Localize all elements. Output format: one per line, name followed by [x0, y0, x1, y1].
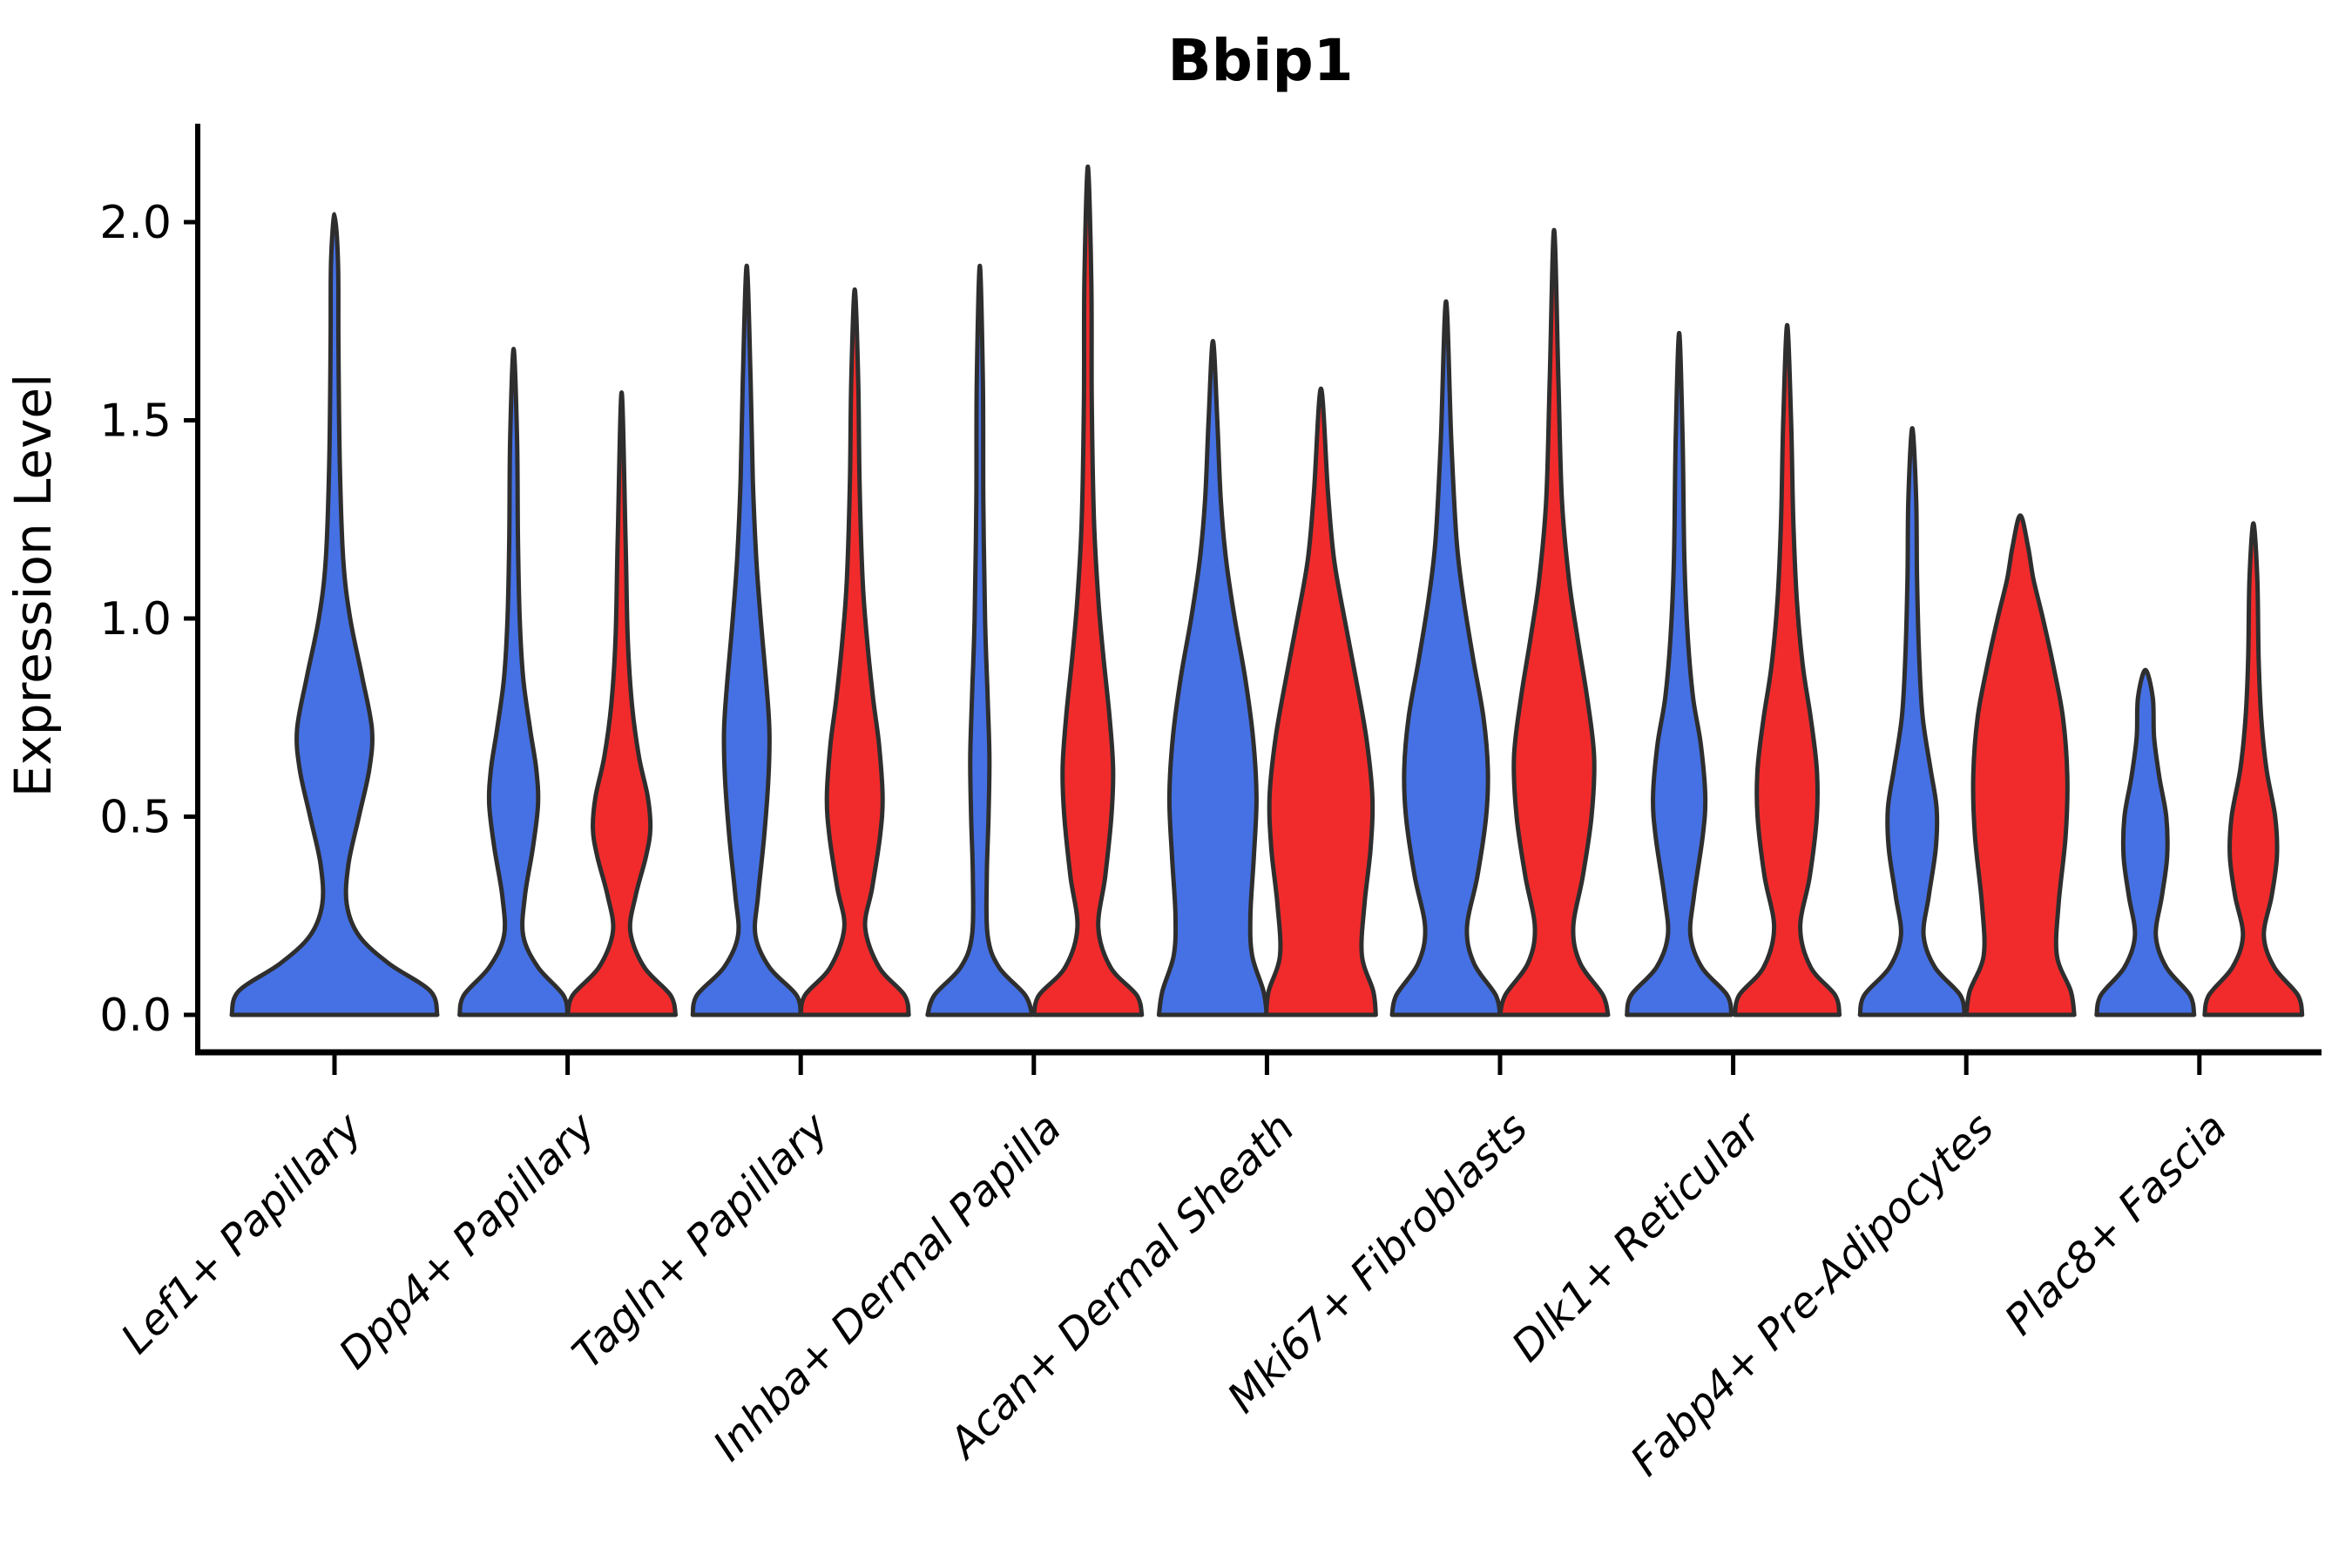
- violin-red-fabp4-pre-adipocytes: [1963, 513, 2077, 1017]
- y-tick-label: 2.0: [99, 197, 172, 249]
- violin-red-acan-dermal-sheath: [1263, 386, 1378, 1017]
- x-tick-label: Plac8+ Fascia: [1996, 1104, 2237, 1345]
- violin-red-dpp4-papillary: [565, 390, 679, 1017]
- y-tick-label: 0.0: [99, 990, 172, 1042]
- y-tick-label: 1.0: [99, 593, 172, 645]
- y-tick-label: 0.5: [99, 792, 172, 844]
- violin-red-inhba-dermal-papilla: [1031, 164, 1145, 1017]
- y-axis-label: Expression Level: [3, 374, 63, 797]
- y-tick-label: 1.5: [99, 395, 172, 448]
- violin-red-tagln-papillary: [798, 287, 911, 1017]
- x-tick-label: Tagln+ Papillary: [563, 1103, 838, 1378]
- violin-blue-plac8-fascia: [2094, 667, 2197, 1017]
- violin-blue-fabp4-pre-adipocytes: [1857, 426, 1967, 1017]
- violin-blue-tagln-papillary: [690, 263, 803, 1017]
- violin-layer: [229, 164, 2305, 1017]
- violin-red-plac8-fascia: [2202, 521, 2305, 1017]
- x-tick-label: Lef1+ Papillary: [112, 1103, 372, 1363]
- violin-red-dlk1-reticular: [1733, 322, 1842, 1017]
- violin-red-mki67-fibroblasts: [1497, 227, 1611, 1017]
- violin-blue-mki67-fibroblasts: [1389, 299, 1503, 1017]
- x-tick-label: Dpp4+ Papillary: [329, 1103, 605, 1378]
- violin-blue-inhba-dermal-papilla: [925, 263, 1035, 1017]
- x-tick-label: Dlk1+ Reticular: [1503, 1102, 1773, 1372]
- violin-blue-dpp4-papillary: [457, 347, 571, 1017]
- violin-blue-acan-dermal-sheath: [1156, 339, 1269, 1017]
- chart-title: Bbip1: [1167, 27, 1353, 94]
- violin-blue-lef1-papillary: [229, 212, 440, 1017]
- violin-blue-dlk1-reticular: [1625, 330, 1734, 1017]
